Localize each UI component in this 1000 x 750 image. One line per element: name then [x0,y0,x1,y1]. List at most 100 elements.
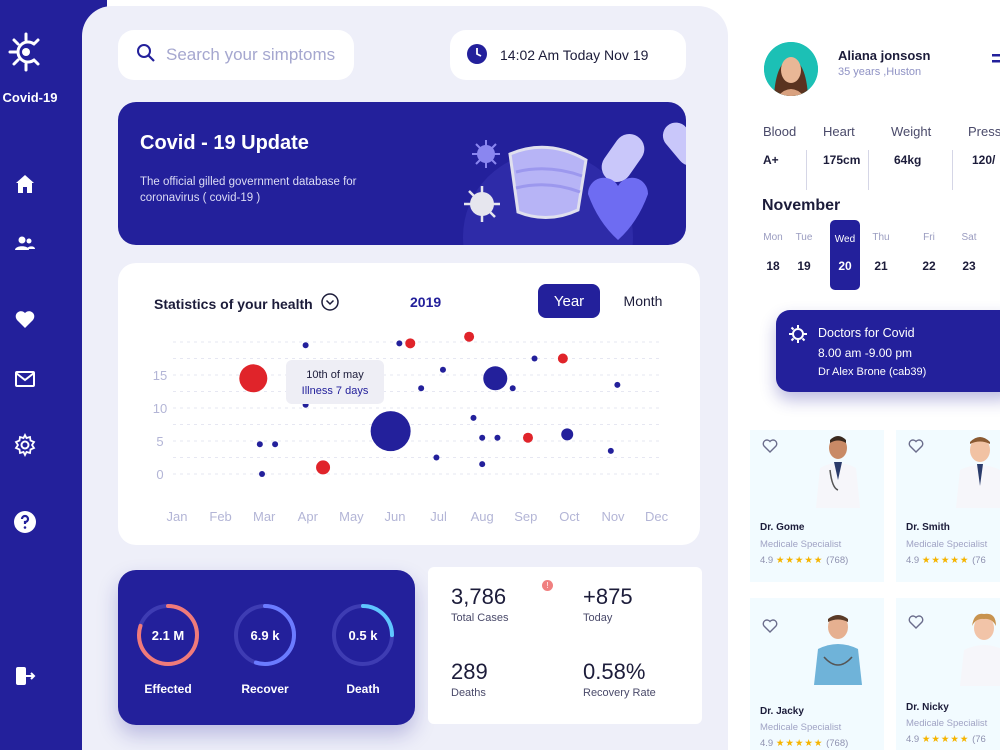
scatter-point [531,355,538,362]
rating-value: 4.9 [760,555,774,566]
vital-label: Heart [823,124,855,139]
doctor-card[interactable]: Dr. Jacky Medicale Specialist 4.9 ★★★★★ … [750,598,884,750]
review-count: (768) [826,555,849,566]
heart-outline-icon[interactable] [908,614,924,630]
stats-year[interactable]: 2019 [410,294,442,310]
x-tick-label: Feb [209,509,231,524]
doctor-photo [814,615,862,685]
doctor-card[interactable]: Dr. Nicky Medicale Specialist 4.9 ★★★★★ … [896,598,1000,750]
doctor-specialty: Medicale Specialist [760,539,842,550]
heart-outline-icon[interactable] [762,438,778,454]
menu-icon[interactable] [990,52,1000,66]
x-tick-label: Jul [430,509,447,524]
home-icon[interactable] [11,170,39,198]
vital-label: Press [968,124,1000,139]
scatter-point [509,385,516,392]
ring-label: Effected [144,682,192,696]
scatter-point [370,411,411,452]
review-count: (768) [826,738,849,749]
doctor-photo [960,613,1000,686]
star-rating-icon: ★★★★★ [921,555,970,566]
recovery-rate-value: 0.58% [583,659,646,684]
scatter-point [396,340,403,347]
search-input[interactable] [166,45,346,65]
x-tick-label: Jan [167,509,188,524]
search-icon [136,43,156,68]
deaths-card: 289 Deaths [437,649,559,715]
doctor-rating: 4.9 ★★★★★ (76 [906,734,986,745]
star-rating-icon: ★★★★★ [775,555,824,566]
doctor-specialty: Medicale Specialist [760,722,842,733]
scatter-point [433,454,440,461]
vital-label: Blood [763,124,797,139]
search-bar [118,30,354,80]
day-name: Tue [795,232,813,243]
doctor-photo [956,437,1000,508]
doctors-for-covid-card[interactable]: Doctors for Covid 8.00 am -9.00 pm Dr Al… [776,310,1000,392]
doctor-name: Dr Alex Brone [818,366,886,378]
scatter-point [464,331,475,342]
logout-icon[interactable] [11,662,39,690]
mask-illustration-icon [463,122,686,245]
month-toggle-button[interactable]: Month [623,293,663,309]
progress-ring: 6.9 k [232,600,298,670]
vital-label: Weight [891,124,932,139]
heart-icon[interactable] [11,305,39,333]
scatter-point [479,461,486,468]
chevron-down-icon[interactable] [320,293,339,314]
stat-cards: 3,786 Total Cases ! +875 Today 289 Death… [428,567,702,724]
mail-icon[interactable] [11,365,39,393]
vital-blood: Blood A+ [763,124,796,167]
doctor-card[interactable]: Dr. Gome Medicale Specialist 4.9 ★★★★★ (… [750,430,884,582]
user-name: Aliana jonsosn [838,48,931,63]
rating-value: 4.9 [760,738,774,749]
progress-ring: 2.1 M [135,600,201,670]
rating-value: 4.9 [906,555,920,566]
deaths-value: 289 [451,659,488,684]
day-date: 21 [874,259,888,273]
total-cases-card: 3,786 Total Cases ! [437,574,559,640]
heart-outline-icon[interactable] [762,618,778,634]
avatar[interactable] [764,42,818,96]
day-date: 20 [838,259,852,273]
calendar-day[interactable]: Thu 21 [866,232,896,273]
y-tick-label: 10 [153,401,167,416]
calendar-day[interactable]: Tue 19 [789,232,819,273]
app-name: Covid-19 [2,90,58,105]
calendar-day[interactable]: Fri 22 [914,232,944,273]
stats-title-wrap[interactable]: Statistics of your health [154,293,339,314]
year-toggle-button[interactable]: Year [538,284,600,318]
doctor-card[interactable]: Dr. Smith Medicale Specialist 4.9 ★★★★★ … [896,430,1000,582]
svg-text:2.1 M: 2.1 M [152,628,185,643]
recovery-rate-label: Recovery Rate [583,687,656,699]
virus-icon [788,324,808,349]
total-cases-label: Total Cases [451,612,509,624]
banner-title: Covid - 19 Update [140,132,309,154]
heart-outline-icon[interactable] [908,438,924,454]
users-icon[interactable] [11,229,39,257]
vital-weight: Weight 64kg [891,124,931,167]
scatter-point [479,434,486,441]
doctor-name: Dr. Nicky [906,702,949,713]
scatter-point [439,366,446,373]
doctor-name: Dr. Smith [906,522,950,533]
x-tick-label: Dec [645,509,669,524]
banner-text: The official gilled government database … [140,176,357,204]
calendar-day[interactable]: Sat 23 [954,232,984,273]
tooltip-text: Illness 7 days [302,385,369,397]
gear-icon[interactable] [11,431,39,459]
x-tick-label: Mar [253,509,276,524]
doctors-card-doctor: Dr Alex Brone (cab39) [818,366,926,378]
day-date: 18 [766,259,780,273]
calendar-day[interactable]: Mon 18 [758,232,788,273]
doctor-rating: 4.9 ★★★★★ (768) [760,738,848,749]
scatter-point [561,428,574,441]
svg-text:6.9 k: 6.9 k [251,628,281,643]
x-tick-label: Nov [601,509,625,524]
scatter-point [470,414,477,421]
calendar-day-selected[interactable]: Wed 20 [830,220,860,290]
day-name: Mon [763,232,783,243]
scatter-point [239,364,268,393]
alert-icon: ! [542,580,553,591]
help-icon[interactable] [11,508,39,536]
